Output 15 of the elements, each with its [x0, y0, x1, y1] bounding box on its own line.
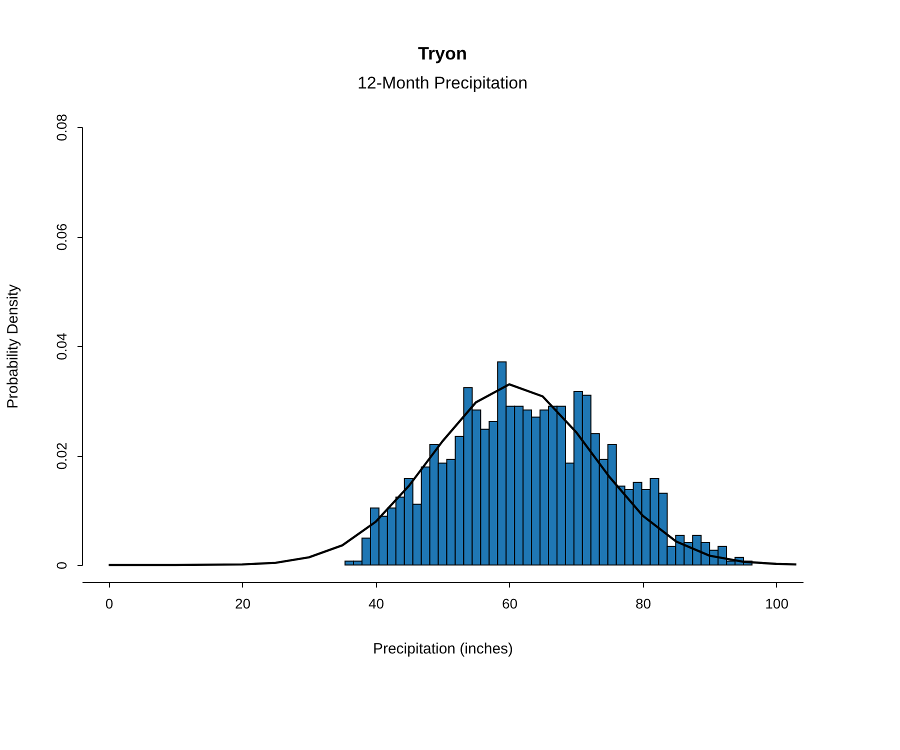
x-tick-label: 40	[368, 596, 384, 612]
x-tick-label: 100	[765, 596, 789, 612]
x-tick-label: 20	[234, 596, 251, 612]
y-axis-title: Probability Density	[4, 284, 22, 409]
x-tick-label: 80	[635, 596, 652, 612]
y-tick-label: 0.04	[54, 332, 70, 360]
chart-subtitle: 12-Month Precipitation	[357, 73, 528, 92]
y-tick-label: 0	[54, 561, 70, 570]
y-tick-label: 0.06	[54, 223, 70, 251]
y-tick-label: 0.02	[54, 442, 70, 470]
x-tick-label: 0	[105, 596, 114, 612]
y-tick-label: 0.08	[54, 114, 70, 142]
x-tick-label: 60	[502, 596, 518, 612]
chart-title: Tryon	[418, 43, 468, 64]
x-axis-title: Precipitation (inches)	[372, 640, 514, 658]
